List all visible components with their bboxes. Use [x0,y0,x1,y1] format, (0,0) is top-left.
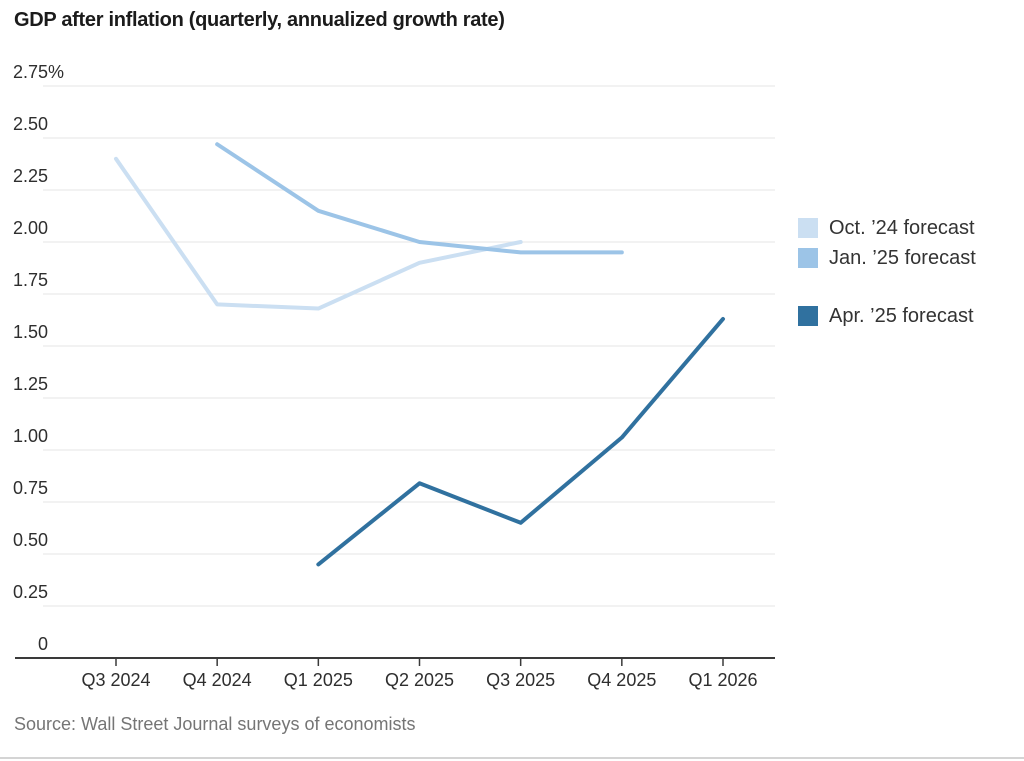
legend-item-apr-25-forecast: Apr. ’25 forecast [798,305,974,327]
legend-item-jan-25-forecast: Jan. ’25 forecast [798,247,976,269]
x-tick-label: Q1 2025 [283,670,353,690]
y-tick-label: 0.75 [12,478,48,498]
legend-label: Oct. ’24 forecast [829,216,975,239]
y-tick-label: 1.50 [12,322,48,342]
legend-label: Jan. ’25 forecast [829,246,976,269]
x-tick-label: Q4 2025 [587,670,657,690]
y-tick-label: 0.50 [12,530,48,550]
y-tick-label: 1.25 [12,374,48,394]
bottom-divider [0,757,1024,759]
source-note: Source: Wall Street Journal surveys of e… [14,714,416,734]
y-tick-label: 1.75 [12,270,48,290]
y-tick-label: 2.75% [12,62,65,82]
legend-item-oct-24-forecast: Oct. ’24 forecast [798,217,975,239]
x-tick-label: Q3 2025 [486,670,556,690]
legend-swatch [798,248,818,268]
series-line-jan-25-forecast [215,142,624,255]
y-tick-label: 2.00 [12,218,48,238]
x-tick-label: Q4 2024 [182,670,252,690]
legend-swatch [798,306,818,326]
legend-swatch [798,218,818,238]
x-tick-label: Q2 2025 [384,670,455,690]
y-tick-label: 2.50 [12,114,48,134]
y-tick-label: 0.25 [12,582,48,602]
y-tick-label: 0 [37,634,48,654]
chart-title: GDP after inflation (quarterly, annualiz… [14,9,505,31]
series-line-apr-25-forecast [316,316,725,567]
x-tick-label: Q1 2026 [688,670,758,690]
x-tick-label: Q3 2024 [81,670,151,690]
legend-label: Apr. ’25 forecast [829,304,974,327]
y-tick-label: 1.00 [12,426,48,446]
percent-sign: % [48,62,65,82]
y-tick-label: 2.25 [12,166,48,186]
series-line-oct-24-forecast [114,156,523,311]
